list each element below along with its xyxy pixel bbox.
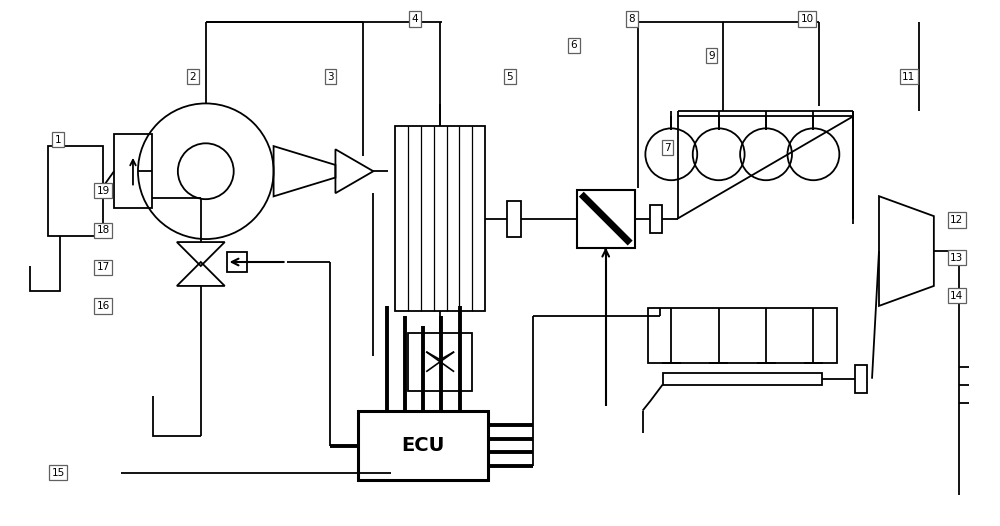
Text: 2: 2: [190, 72, 196, 82]
Text: 15: 15: [52, 468, 65, 478]
Text: 16: 16: [96, 301, 110, 311]
Text: 9: 9: [708, 51, 715, 61]
Bar: [650, 205, 662, 232]
Bar: [855, 365, 867, 392]
Bar: [577, 190, 635, 248]
Bar: [114, 134, 152, 208]
Text: 13: 13: [950, 253, 963, 263]
Text: 7: 7: [664, 143, 671, 153]
Text: ECU: ECU: [402, 436, 445, 455]
Text: 4: 4: [412, 14, 419, 24]
Bar: [648, 308, 837, 363]
Bar: [663, 373, 822, 385]
Bar: [227, 252, 247, 272]
Text: 5: 5: [507, 72, 513, 82]
Bar: [408, 333, 472, 391]
Text: 18: 18: [96, 226, 110, 236]
Text: 11: 11: [902, 72, 916, 82]
Text: 14: 14: [950, 290, 963, 300]
Text: 6: 6: [570, 41, 577, 50]
Text: 19: 19: [96, 186, 110, 196]
Bar: [395, 126, 485, 311]
Text: 3: 3: [327, 72, 334, 82]
Bar: [507, 200, 521, 237]
Text: 1: 1: [55, 135, 61, 145]
Text: 12: 12: [950, 215, 963, 225]
Bar: [48, 146, 103, 236]
Text: 8: 8: [628, 14, 635, 24]
Bar: [358, 411, 488, 480]
Text: 17: 17: [96, 262, 110, 272]
Text: 10: 10: [801, 14, 814, 24]
